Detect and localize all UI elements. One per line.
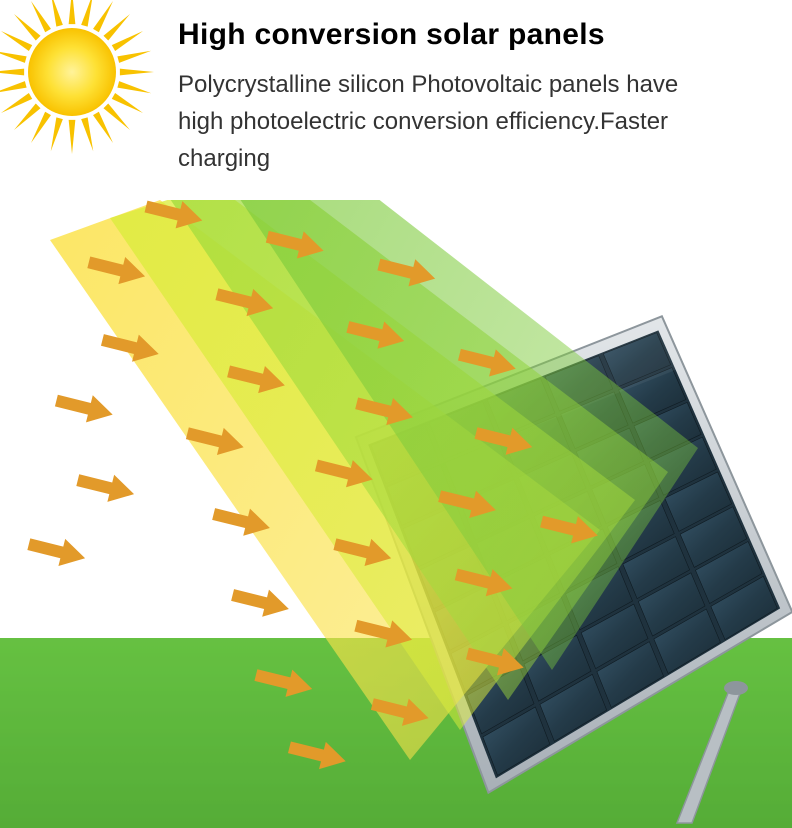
sun-icon [0,0,162,162]
sun-svg [0,0,162,162]
solar-panel [291,291,792,809]
infographic-title: High conversion solar panels [178,18,605,52]
infographic-subtitle: Polycrystalline silicon Photovoltaic pan… [178,66,718,178]
solar-panel-svg [291,291,792,809]
